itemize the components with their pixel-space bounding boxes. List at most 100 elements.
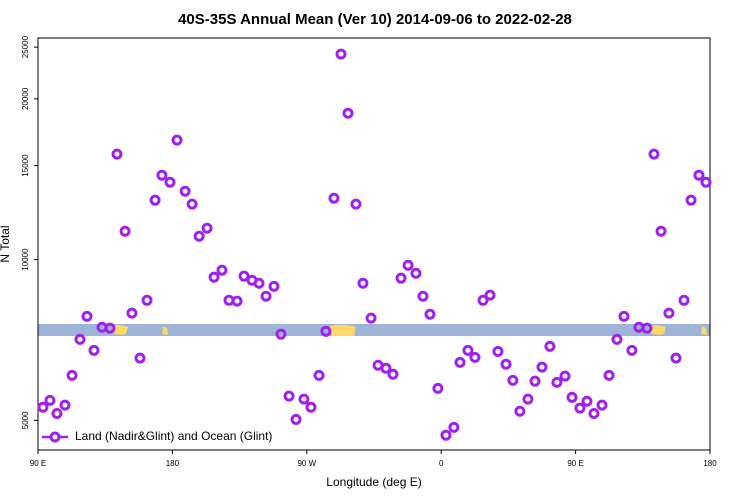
point xyxy=(156,169,168,181)
point xyxy=(111,148,123,160)
point xyxy=(424,308,436,320)
point xyxy=(104,322,116,334)
point xyxy=(365,312,377,324)
point xyxy=(216,264,228,276)
point xyxy=(51,407,63,419)
y-tick-label: 10000 xyxy=(21,248,30,271)
point xyxy=(678,294,690,306)
point xyxy=(342,107,354,119)
point xyxy=(201,222,213,234)
x-axis-label: Longitude (deg E) xyxy=(326,475,421,489)
point xyxy=(380,362,392,374)
x-tick-label: 180 xyxy=(703,459,717,468)
point xyxy=(544,340,556,352)
point xyxy=(574,402,586,414)
point xyxy=(141,294,153,306)
point xyxy=(260,290,272,302)
plot-frame xyxy=(37,37,711,451)
point xyxy=(417,290,429,302)
point xyxy=(448,421,460,433)
point xyxy=(536,361,548,373)
point xyxy=(387,368,399,380)
point xyxy=(44,394,56,406)
point xyxy=(357,277,369,289)
point xyxy=(231,295,243,307)
y-tick-label: 5000 xyxy=(21,411,30,429)
point xyxy=(328,192,340,204)
point xyxy=(335,48,347,60)
point xyxy=(88,344,100,356)
point xyxy=(626,344,638,356)
point xyxy=(320,325,332,337)
point xyxy=(81,310,93,322)
point xyxy=(402,259,414,271)
point xyxy=(283,390,295,402)
point xyxy=(134,352,146,364)
point xyxy=(179,185,191,197)
y-tick-label: 20000 xyxy=(21,87,30,110)
point xyxy=(126,307,138,319)
point xyxy=(618,310,630,322)
point xyxy=(648,148,660,160)
point xyxy=(208,271,220,283)
point xyxy=(655,225,667,237)
point xyxy=(469,351,481,363)
point xyxy=(74,333,86,345)
point xyxy=(193,230,205,242)
point xyxy=(37,401,49,413)
point xyxy=(603,369,615,381)
point xyxy=(492,345,504,357)
point xyxy=(395,272,407,284)
y-axis-label: N Total xyxy=(0,225,12,262)
point xyxy=(700,176,712,188)
point xyxy=(432,382,444,394)
point xyxy=(238,270,250,282)
point xyxy=(641,322,653,334)
legend-label: Land (Nadir&Glint) and Ocean (Glint) xyxy=(75,429,272,443)
point xyxy=(350,198,362,210)
point xyxy=(66,369,78,381)
point xyxy=(440,429,452,441)
x-tick-label: 0 xyxy=(439,459,444,468)
point xyxy=(164,176,176,188)
point xyxy=(149,194,161,206)
point xyxy=(275,328,287,340)
point xyxy=(514,405,526,417)
point xyxy=(186,198,198,210)
point xyxy=(410,267,422,279)
y-tick-label: 25000 xyxy=(21,35,30,58)
point xyxy=(313,369,325,381)
point xyxy=(298,393,310,405)
point xyxy=(529,375,541,387)
point xyxy=(611,333,623,345)
point xyxy=(305,401,317,413)
point xyxy=(588,407,600,419)
point xyxy=(500,358,512,370)
point xyxy=(290,413,302,425)
x-tick-label: 90 E xyxy=(567,459,583,468)
point xyxy=(522,393,534,405)
point xyxy=(566,391,578,403)
point xyxy=(551,376,563,388)
x-tick-label: 180 xyxy=(166,459,180,468)
point xyxy=(462,344,474,356)
legend-marker xyxy=(49,431,61,443)
point xyxy=(268,280,280,292)
point xyxy=(454,356,466,368)
point xyxy=(685,194,697,206)
x-tick-label: 90 W xyxy=(297,459,316,468)
point xyxy=(596,399,608,411)
x-tick-label: 90 E xyxy=(30,459,46,468)
point xyxy=(119,225,131,237)
point xyxy=(581,395,593,407)
point xyxy=(171,134,183,146)
point xyxy=(559,370,571,382)
point xyxy=(59,399,71,411)
point xyxy=(253,277,265,289)
y-tick-label: 15000 xyxy=(21,154,30,177)
point xyxy=(477,294,489,306)
point xyxy=(693,169,705,181)
map-strip xyxy=(38,324,710,336)
point xyxy=(484,289,496,301)
